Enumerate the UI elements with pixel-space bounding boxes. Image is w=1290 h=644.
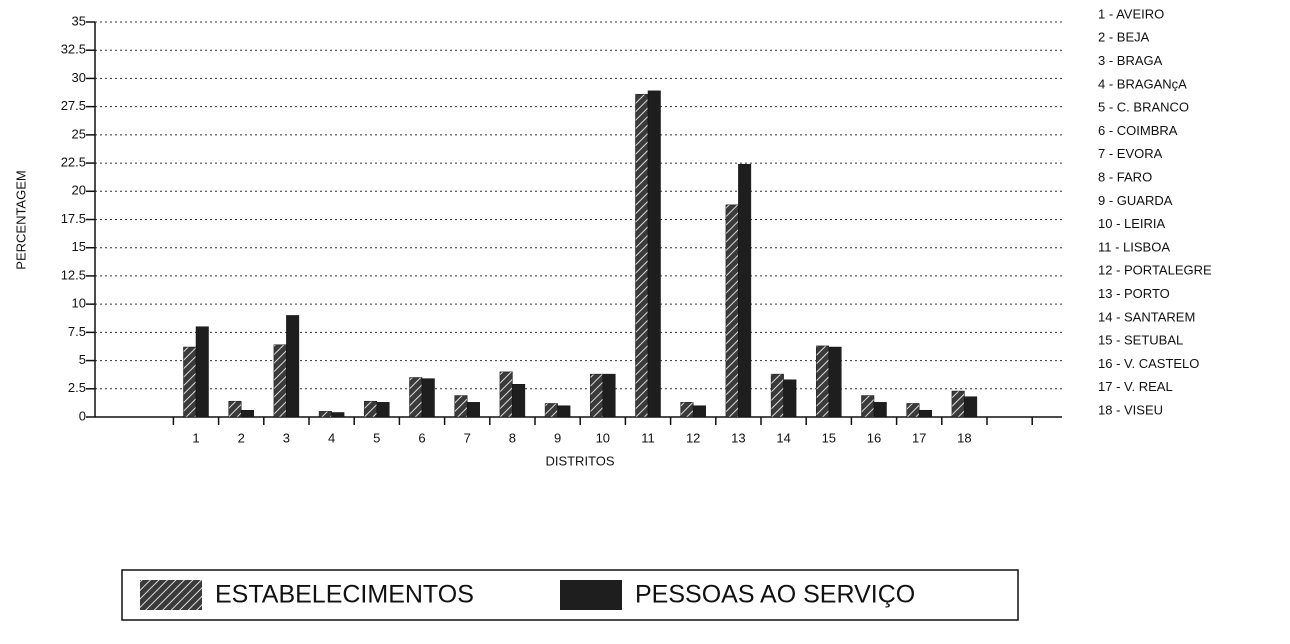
y-tick-label: 5: [79, 352, 86, 367]
bar: [273, 344, 287, 418]
bar: [647, 90, 661, 418]
bar: [466, 402, 480, 418]
bar: [454, 395, 468, 418]
bar: [183, 346, 197, 418]
bar: [770, 373, 784, 418]
legend-label: PESSOAS AO SERVIÇO: [635, 581, 915, 609]
category-key-entry: 17 - V. REAL: [1098, 379, 1173, 394]
x-tick-label: 10: [596, 430, 610, 445]
bar: [738, 163, 752, 418]
x-tick-label: 16: [867, 430, 881, 445]
y-tick-label: 10: [72, 296, 86, 311]
bar: [512, 384, 526, 418]
bar: [918, 409, 932, 418]
bar: [590, 373, 604, 418]
bar: [964, 396, 978, 418]
y-tick-label: 22.5: [61, 155, 86, 170]
x-tick-label: 15: [822, 430, 836, 445]
category-key-entry: 7 - EVORA: [1098, 146, 1163, 161]
y-tick-label: 25: [72, 126, 86, 141]
category-key-entry: 18 - VISEU: [1098, 403, 1163, 418]
bar: [828, 346, 842, 418]
category-key-entry: 2 - BEJA: [1098, 30, 1150, 45]
bar: [318, 411, 332, 418]
bar: [861, 395, 875, 418]
bar: [873, 402, 887, 418]
bar: [240, 409, 254, 418]
x-tick-label: 7: [464, 430, 471, 445]
x-tick-label: 12: [686, 430, 700, 445]
bar: [680, 402, 694, 418]
x-tick-label: 17: [912, 430, 926, 445]
y-tick-label: 15: [72, 239, 86, 254]
bar: [816, 345, 830, 418]
category-key-entry: 13 - PORTO: [1098, 286, 1170, 301]
legend-label: ESTABELECIMENTOS: [215, 581, 474, 609]
bar: [544, 403, 558, 418]
y-tick-label: 35: [72, 13, 86, 28]
legend-swatch: [140, 580, 202, 610]
bar: [421, 378, 435, 418]
category-key-entry: 4 - BRAGANçA: [1098, 76, 1187, 91]
bar: [364, 400, 378, 418]
bar: [783, 379, 797, 418]
y-tick-label: 17.5: [61, 211, 86, 226]
x-tick-label: 8: [509, 430, 516, 445]
bar: [557, 405, 571, 418]
bar: [725, 204, 739, 418]
x-tick-label: 5: [373, 430, 380, 445]
category-key-entry: 12 - PORTALEGRE: [1098, 263, 1212, 278]
x-tick-label: 14: [776, 430, 790, 445]
x-tick-label: 4: [328, 430, 335, 445]
y-tick-label: 7.5: [68, 324, 86, 339]
category-key-entry: 5 - C. BRANCO: [1098, 100, 1189, 115]
category-key-entry: 3 - BRAGA: [1098, 53, 1163, 68]
category-key-entry: 15 - SETUBAL: [1098, 333, 1183, 348]
category-key-entry: 14 - SANTAREM: [1098, 309, 1195, 324]
category-key-entry: 16 - V. CASTELO: [1098, 356, 1199, 371]
category-key-entry: 8 - FARO: [1098, 170, 1152, 185]
x-tick-label: 1: [192, 430, 199, 445]
y-tick-label: 2.5: [68, 380, 86, 395]
bar: [376, 402, 390, 418]
bar: [951, 390, 965, 418]
x-tick-label: 18: [957, 430, 971, 445]
category-key-entry: 6 - COIMBRA: [1098, 123, 1178, 138]
legend-box: [121, 569, 1019, 621]
x-tick-label: 13: [731, 430, 745, 445]
category-key-entry: 10 - LEIRIA: [1098, 216, 1166, 231]
bar: [906, 403, 920, 418]
bar: [692, 405, 706, 418]
y-tick-label: 12.5: [61, 267, 86, 282]
category-key-entry: 1 - AVEIRO: [1098, 6, 1164, 21]
x-tick-label: 11: [641, 430, 655, 445]
bar: [409, 377, 423, 418]
y-tick-label: 27.5: [61, 98, 86, 113]
x-tick-label: 3: [283, 430, 290, 445]
bar: [331, 412, 345, 418]
x-axis-label: DISTRITOS: [545, 453, 614, 468]
y-tick-label: 32.5: [61, 42, 86, 57]
bar: [228, 400, 242, 418]
y-tick-label: 0: [79, 408, 86, 423]
category-key-entry: 11 - LISBOA: [1098, 239, 1170, 254]
bar: [286, 315, 300, 418]
y-axis-label: PERCENTAGEM: [13, 170, 28, 269]
legend-swatch: [560, 580, 622, 610]
bar: [602, 373, 616, 418]
x-tick-label: 2: [238, 430, 245, 445]
y-tick-label: 20: [72, 183, 86, 198]
x-tick-label: 6: [418, 430, 425, 445]
bar: [635, 93, 649, 418]
x-tick-label: 9: [554, 430, 561, 445]
category-key-entry: 9 - GUARDA: [1098, 193, 1173, 208]
bar: [499, 371, 513, 418]
y-tick-label: 30: [72, 70, 86, 85]
bar: [195, 326, 209, 418]
